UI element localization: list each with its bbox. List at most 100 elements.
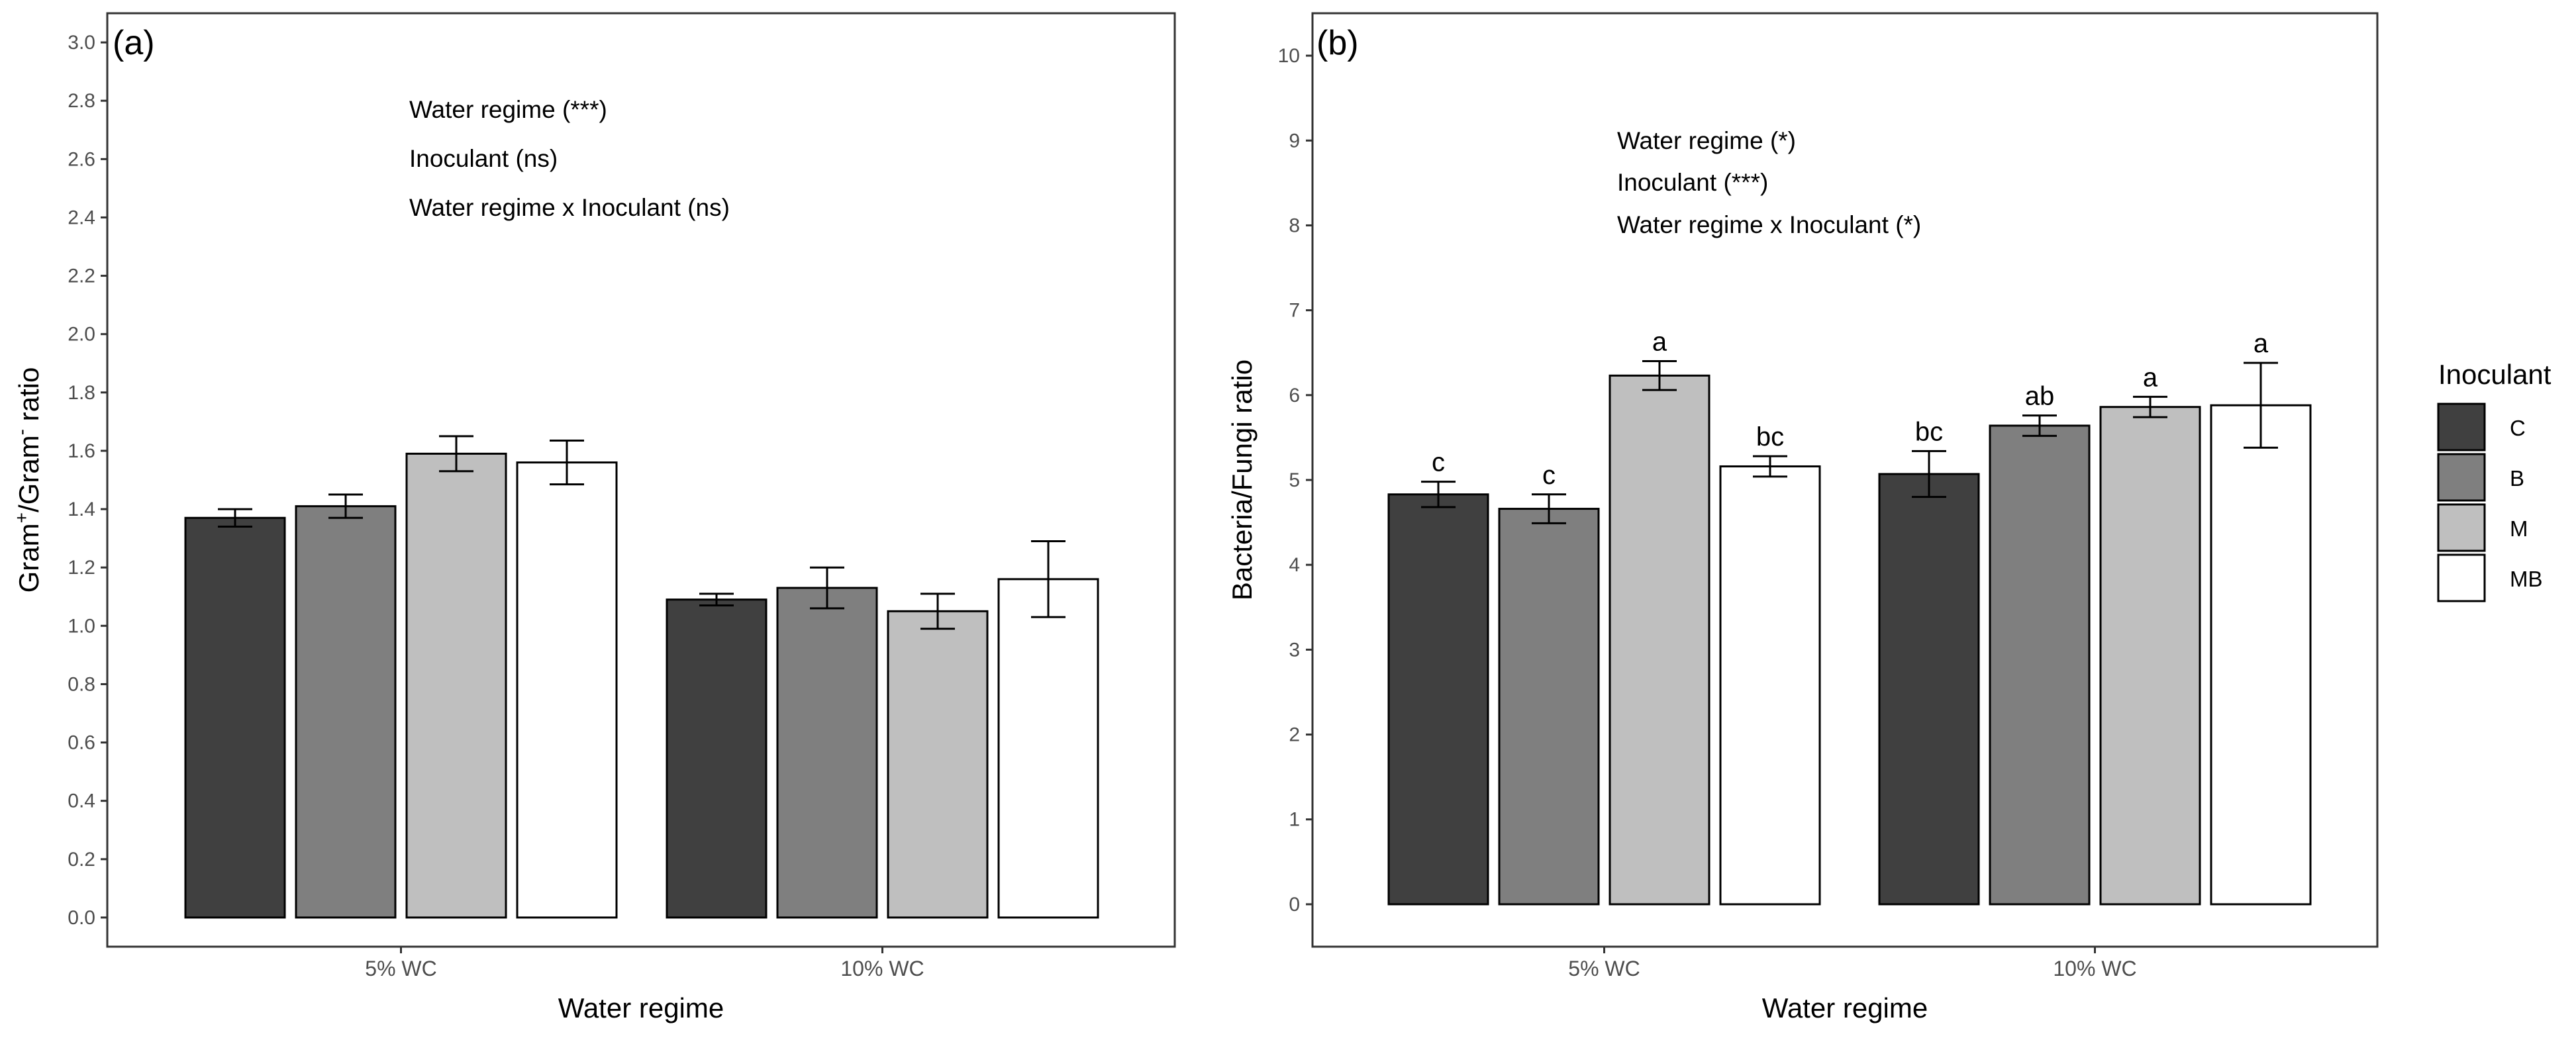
panel-a-ytick-label-13: 2.6 [68,148,95,170]
panel-b-tag: (b) [1316,24,1359,62]
letter-panel-b-m-0: a [1652,328,1667,357]
panel-a-y-title-part-3: ratio [13,367,44,429]
panel-a-ytick-label-10: 2.0 [68,324,95,346]
panel-a-ytick-label-8: 1.6 [68,440,95,462]
legend-swatch-m [2437,503,2486,552]
error-bar-panel-a-mb-1 [1031,540,1065,618]
bar-panel-b-b-1 [1989,424,2091,906]
legend-label-m: M [2510,516,2528,541]
panel-a-tag: (a) [113,24,155,62]
panel-b-x-axis-title: Water regime [1762,992,1928,1023]
panel-a-y-title-part-1: Gram [13,523,44,593]
panel-a-ytick-label-3: 0.6 [68,732,95,754]
letter-panel-b-b-0: c [1542,461,1556,490]
error-bar-panel-b-b-1 [2022,414,2057,437]
panel-a-y-axis: 0.0 0.2 0.4 0.6 0.8 1.0 1.2 1.4 1.6 1.8 2.0 2.2 2.4 2… [68,32,107,929]
panel-a-ytick-label-1: 0.2 [68,849,95,871]
legend-label-mb: MB [2510,567,2543,591]
panel-a-y-title-sup-2: - [11,429,32,435]
error-bar-panel-a-b-0 [328,493,363,519]
letter-panel-b-mb-1: a [2254,329,2269,358]
legend-swatch-c [2437,403,2486,451]
error-bar-panel-a-c-0 [218,508,252,528]
panel-b-ytick-label-5: 5 [1289,469,1300,491]
bar-panel-a-mb-0 [516,461,618,919]
bar-panel-b-m-1 [2099,406,2201,906]
panel-a-ytick-label-4: 0.8 [68,673,95,695]
panel-a-annotation-2: Inoculant (ns) [409,145,558,172]
panel-b-ytick-label-3: 3 [1289,639,1300,661]
legend: Inoculant C BM MB [2437,359,2551,602]
error-bar-panel-b-mb-0 [1753,455,1787,478]
panel-b-x-axis: 5% WC 10% WC [1568,947,2137,980]
legend-items: C BM MB [2437,403,2543,602]
error-bar-panel-a-m-1 [920,593,955,630]
panel-b-ytick-label-6: 6 [1289,385,1300,406]
letter-panel-b-m-1: a [2143,363,2158,392]
panel-b-ytick-label-0: 0 [1289,894,1300,916]
letter-panel-b-c-1: bc [1915,417,1943,446]
panel-a-ytick-label-5: 1.0 [68,615,95,637]
error-bar-panel-b-c-0 [1421,481,1456,508]
panel-a-ytick-label-6: 1.2 [68,557,95,579]
panel-a-ytick-label-11: 2.2 [68,265,95,287]
panel-a-frame [106,12,1176,948]
error-bar-panel-b-mb-1 [2244,361,2278,449]
panel-b-bars: c c a bc bc ab a a [1387,328,2312,906]
bar-panel-a-mb-1 [997,578,1099,919]
panel-a-ytick-label-2: 0.4 [68,790,95,812]
legend-swatch-b [2437,453,2486,502]
panel-a-ytick-label-0: 0.0 [68,907,95,929]
error-bar-panel-b-b-0 [1532,493,1566,524]
panel-b-ytick-label-10: 10 [1278,45,1300,67]
error-bar-panel-b-m-1 [2133,395,2167,418]
panel-b-y-axis-title: Bacteria/Fungi ratio [1226,359,1258,600]
bar-panel-b-m-0 [1609,374,1710,906]
bar-panel-b-b-0 [1498,508,1600,906]
legend-title: Inoculant [2438,359,2551,390]
panel-a-ytick-label-15: 3.0 [68,32,95,54]
error-bar-panel-a-mb-0 [550,440,584,486]
panel-a-ytick-label-9: 1.8 [68,382,95,404]
panel-b-ytick-label-1: 1 [1289,809,1300,831]
panel-b-ytick-label-9: 9 [1289,130,1300,152]
panel-a-annotation-3: Water regime x Inoculant (ns) [409,194,730,221]
panel-a-xtick-label-0: 5% WC [365,957,436,980]
legend-label-c: C [2510,416,2526,440]
legend-label-b: B [2510,466,2524,491]
panel-b-annotation-2: Inoculant (***) [1617,169,1768,196]
panel-a-y-title-sup-1: + [11,512,32,523]
panel-b-ytick-label-7: 7 [1289,300,1300,322]
bar-panel-a-c-0 [184,516,286,919]
panel-b-ytick-label-8: 8 [1289,214,1300,236]
bar-panel-a-c-1 [666,598,768,919]
panel-a-xtick-label-1: 10% WC [840,957,924,980]
panel-b-xtick-label-1: 10% WC [2053,957,2136,980]
panel-a-ytick-label-7: 1.4 [68,498,95,520]
letter-panel-b-mb-0: bc [1756,422,1784,451]
error-bar-panel-b-m-0 [1642,360,1677,391]
bar-panel-b-mb-0 [1719,465,1821,906]
error-bar-panel-a-m-0 [439,435,473,473]
error-bar-panel-a-b-1 [810,566,844,610]
bar-panel-b-mb-1 [2210,404,2312,906]
bar-panel-a-m-1 [887,610,989,919]
panel-b: (b) Water regime (*) Inoculant (***) Wat… [1226,12,2379,1023]
panel-b-annotation-3: Water regime x Inoculant (*) [1617,211,1921,238]
bar-panel-a-m-0 [405,452,507,919]
panel-b-xtick-label-0: 5% WC [1568,957,1640,980]
panel-b-ytick-label-4: 4 [1289,554,1300,576]
bar-panel-b-c-1 [1878,473,1980,906]
panel-b-annotation-1: Water regime (*) [1617,127,1796,154]
panel-b-y-axis: 0 1 2 3 4 5 6 7 8 9 10 [1278,45,1313,916]
letter-panel-b-b-1: ab [2025,382,2055,411]
panel-a: (a) Water regime (***) Inoculant (ns) Wa… [11,12,1176,1023]
letter-panel-b-c-0: c [1432,448,1445,477]
panel-a-bars [184,435,1099,919]
panel-a-y-axis-title: Gram+/Gram- ratio [11,367,44,593]
error-bar-panel-b-c-1 [1912,450,1946,498]
panel-b-ytick-label-2: 2 [1289,724,1300,746]
bar-panel-b-c-0 [1387,493,1489,906]
legend-swatch-mb [2437,553,2486,602]
